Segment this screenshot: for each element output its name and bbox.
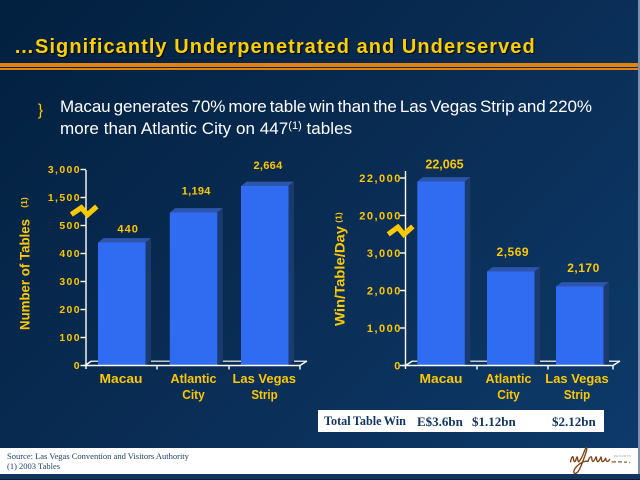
svg-text:1,194: 1,194 (182, 185, 212, 197)
svg-text:200: 200 (59, 305, 81, 316)
svg-text:300: 300 (59, 277, 81, 288)
svg-text:City: City (182, 388, 205, 402)
svg-text:2,170: 2,170 (567, 261, 600, 275)
svg-text:RESORTS: RESORTS (614, 454, 632, 458)
svg-text:500: 500 (59, 221, 81, 232)
svg-text:20,000: 20,000 (359, 211, 402, 223)
svg-text:Macau: Macau (100, 372, 143, 386)
svg-text:1,500: 1,500 (48, 193, 81, 204)
svg-text:100: 100 (59, 333, 81, 344)
svg-text:3,000: 3,000 (367, 248, 402, 260)
svg-text:2,000: 2,000 (367, 286, 402, 298)
svg-text:0: 0 (74, 361, 81, 372)
svg-text:(1): (1) (19, 197, 29, 208)
svg-text:400: 400 (59, 249, 81, 260)
svg-text:3,000: 3,000 (48, 165, 81, 176)
svg-text:Win/Table/Day: Win/Table/Day (333, 225, 348, 326)
svg-text:440: 440 (117, 223, 139, 235)
svg-text:22,065: 22,065 (425, 157, 463, 171)
svg-text:Number of Tables: Number of Tables (18, 219, 33, 330)
svg-text:2,569: 2,569 (497, 245, 530, 259)
svg-text:0: 0 (394, 361, 402, 373)
svg-text:2,664: 2,664 (253, 160, 283, 172)
svg-text:Atlantic: Atlantic (171, 372, 217, 386)
svg-text:Las Vegas: Las Vegas (545, 372, 608, 386)
svg-text:City: City (497, 388, 520, 402)
svg-text:Strip: Strip (564, 388, 591, 402)
svg-text:Atlantic: Atlantic (486, 372, 532, 386)
svg-text:Strip: Strip (251, 388, 278, 402)
svg-text:Macau: Macau (420, 372, 463, 386)
svg-text:Las Vegas: Las Vegas (233, 372, 296, 386)
svg-text:(1): (1) (334, 212, 344, 223)
svg-text:22,000: 22,000 (359, 173, 402, 185)
svg-text:1,000: 1,000 (367, 323, 402, 335)
